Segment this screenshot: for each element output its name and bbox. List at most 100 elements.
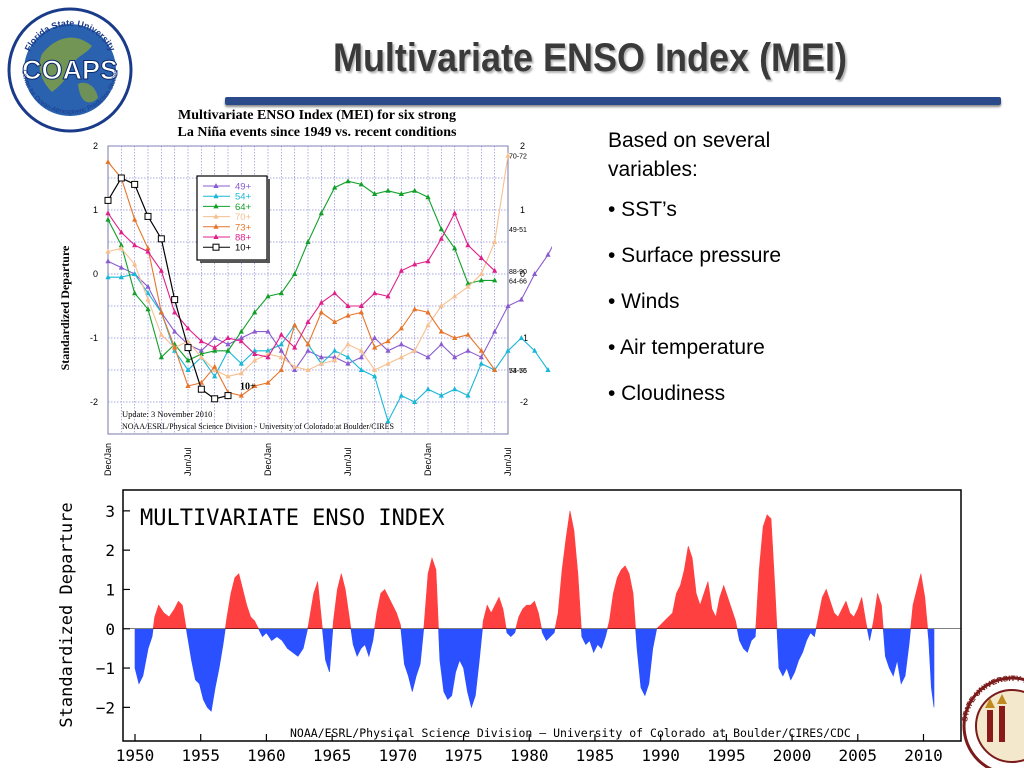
chart1-point: [305, 341, 311, 347]
chart1-point: [398, 354, 404, 360]
chart1-point: [372, 367, 378, 372]
variables-list: Based on several variables: • SST’s • Su…: [608, 126, 848, 428]
chart1-point: [332, 347, 338, 353]
chart1-point: [372, 373, 378, 379]
chart2-negative-area: [134, 628, 935, 712]
bullet-surface-pressure: • Surface pressure: [608, 244, 782, 267]
chart1-point: [425, 386, 431, 392]
logo-acronym: COAPS: [22, 55, 118, 85]
chart2-xtick-label: 2005: [839, 746, 878, 765]
chart1-point: [118, 242, 124, 248]
chart1-point: [278, 331, 284, 337]
chart1-point: [438, 303, 444, 308]
chart1-point: [158, 354, 164, 360]
chart1-point: [185, 357, 191, 363]
chart1-point: [465, 347, 471, 353]
chart1-end-label: 10+: [240, 382, 256, 393]
chart1-point: [372, 191, 378, 196]
chart1-point: [318, 354, 324, 360]
chart1-end-label: 49-51: [509, 227, 527, 234]
chart1-point: [211, 395, 219, 403]
chart1-point: [425, 194, 431, 200]
chart2-xtick-label: 1960: [247, 746, 286, 765]
chart1-point: [252, 309, 258, 315]
chart1-legend-label: 54+: [235, 192, 252, 203]
chart1-point: [131, 180, 139, 188]
chart1-point: [144, 212, 152, 220]
chart1-legend-label: 88+: [235, 233, 252, 244]
chart1-title: Multivariate ENSO Index (MEI) for six st…: [112, 107, 522, 141]
chart1-point: [105, 248, 111, 254]
chart2-xtick-label: 1955: [181, 746, 220, 765]
chart2-ytick-label: 1: [105, 580, 115, 599]
chart2-xtick-label: 1965: [313, 746, 352, 765]
chart2-title: MULTIVARIATE ENSO INDEX: [140, 506, 445, 531]
chart1-footnote-source: NOAA/ESRL/Physical Science Division - Un…: [122, 422, 394, 431]
chart1-series-line: [108, 273, 549, 423]
bullet-winds: • Winds: [608, 290, 680, 313]
chart1-legend-marker: [213, 203, 219, 209]
chart1-point: [198, 338, 204, 344]
chart1-point: [385, 187, 391, 193]
chart1-point: [278, 354, 284, 360]
chart1-point: [492, 277, 498, 283]
chart1-point: [518, 296, 524, 302]
chart1-point: [345, 312, 351, 318]
chart1-point: [118, 264, 124, 270]
chart1-point: [238, 370, 244, 376]
chart1-point: [105, 274, 111, 280]
chart1-point: [412, 347, 418, 353]
chart1-point: [465, 331, 471, 337]
chart1-point: [305, 367, 311, 372]
chart1-point: [318, 309, 324, 315]
chart1-ytick-right: -2: [520, 397, 528, 407]
chart1-end-label: 73-75: [509, 368, 527, 375]
chart1-point: [185, 367, 191, 372]
chart2-footnote: NOAA/ESRL/Physical Science Division – Un…: [290, 726, 851, 740]
chart1-point: [452, 293, 458, 299]
chart1-point: [385, 347, 391, 353]
chart1-point: [105, 210, 111, 216]
chart1-point: [465, 242, 471, 248]
chart1-legend-marker: [212, 243, 220, 251]
chart1-point: [252, 328, 258, 334]
chart1-point: [252, 351, 258, 356]
chart1-ytick-left: 0: [93, 269, 98, 279]
chart1-point: [238, 338, 244, 344]
chart2-xtick-label: 1995: [707, 746, 746, 765]
chart2-ytick-label: 2: [105, 541, 115, 560]
chart1-legend-marker: [213, 193, 219, 199]
chart1-point: [132, 290, 138, 296]
chart1-point: [492, 328, 498, 334]
chart1-legend-marker: [213, 213, 219, 219]
chart1-point: [117, 174, 125, 182]
chart1-point: [265, 354, 271, 360]
chart1-point: [452, 354, 458, 360]
chart2-xtick-label: 2000: [773, 746, 812, 765]
chart2-ytick-label: −1: [96, 659, 115, 678]
chart1-point: [345, 178, 351, 184]
fsu-seal: STATE UNIVERSITY 1851: [960, 674, 1024, 768]
chart1-ytick-left: -1: [90, 333, 98, 343]
chart1-point: [265, 379, 271, 385]
chart1-point: [238, 360, 244, 366]
chart1-xtick: Dec/Jan: [423, 443, 433, 476]
chart1-point: [358, 181, 364, 187]
chart1-point: [278, 347, 284, 353]
chart2-ytick-label: 0: [105, 620, 115, 639]
chart1-point: [465, 283, 471, 289]
chart1-y-label: Standardized Departure: [58, 245, 72, 370]
chart1-point: [492, 239, 498, 244]
chart1-point: [225, 341, 231, 347]
chart2-xtick-label: 2010: [904, 746, 943, 765]
chart1-point: [412, 261, 418, 267]
chart1-point: [385, 418, 391, 424]
chart1-point: [478, 277, 484, 283]
chart1-legend-label: 70+: [235, 212, 252, 223]
chart1-point: [358, 303, 364, 308]
chart1-legend-marker: [213, 183, 219, 188]
chart1-legend: 49+54+64+70+73+88+10+: [196, 175, 270, 263]
chart1-point: [412, 399, 418, 404]
chart1-xtick: Dec/Jan: [263, 443, 273, 476]
chart1-point: [332, 184, 338, 190]
